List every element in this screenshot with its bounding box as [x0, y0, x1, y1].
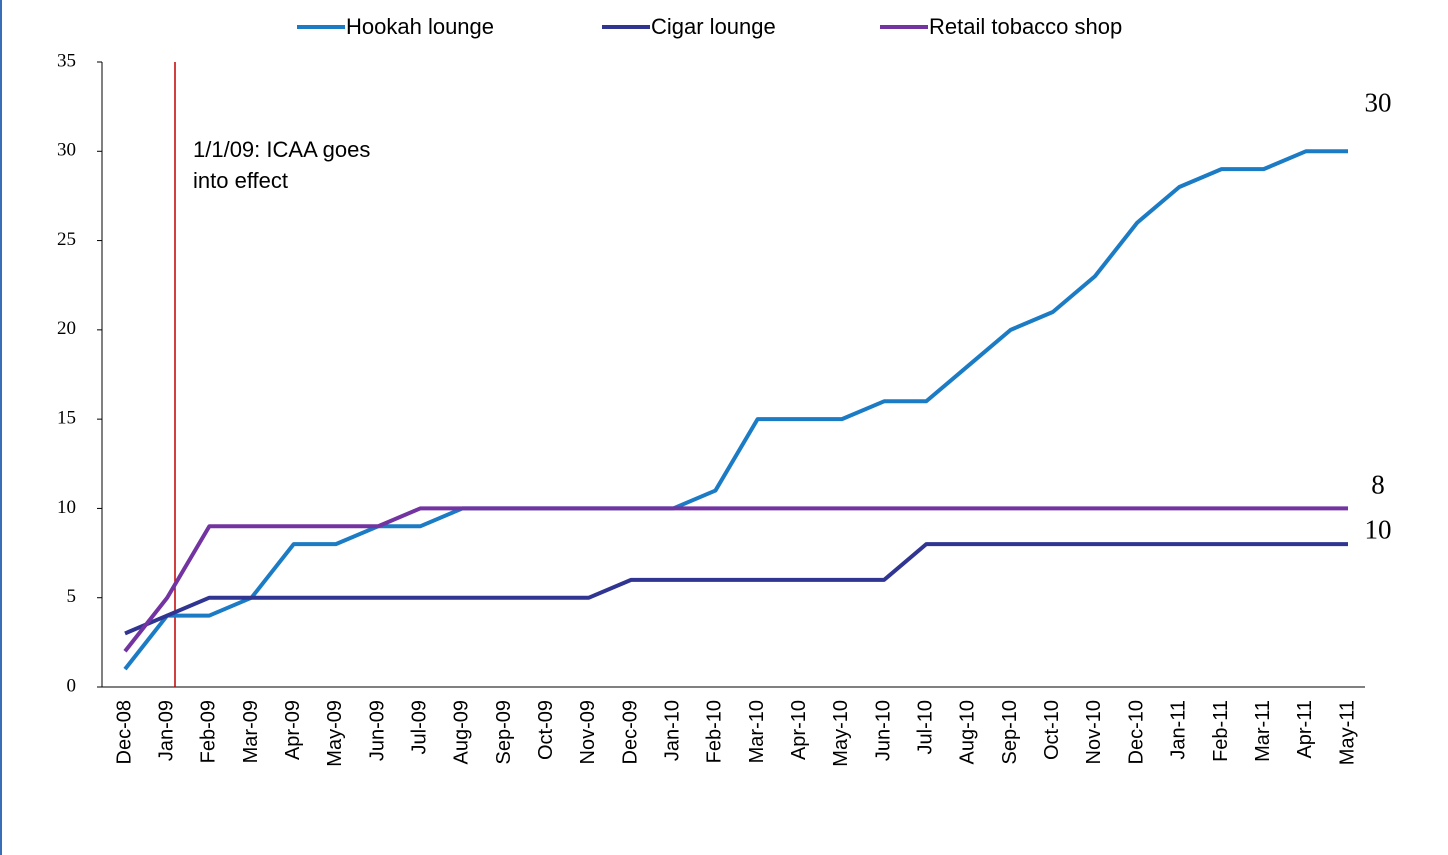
x-tick-label: Nov-10	[1083, 700, 1105, 764]
y-tick-label: 25	[57, 229, 76, 250]
legend-label: Hookah lounge	[346, 14, 494, 39]
y-tick-label: 20	[57, 318, 76, 339]
x-tick-label: Aug-09	[451, 700, 473, 765]
x-tick-label: Jun-10	[872, 700, 894, 761]
y-tick-label: 10	[57, 497, 76, 518]
x-tick-label: Jan-09	[155, 700, 177, 761]
x-tick-label: Sep-10	[999, 700, 1021, 765]
x-tick-label: Dec-08	[113, 700, 135, 764]
x-tick-label: Nov-09	[577, 700, 599, 764]
x-tick-label: May-10	[830, 700, 852, 767]
x-tick-label: Sep-09	[493, 700, 515, 765]
x-tick-label: Jun-09	[366, 700, 388, 761]
x-tick-label: Feb-10	[704, 700, 726, 763]
y-tick-label: 30	[57, 140, 76, 161]
x-tick-label: Dec-10	[1125, 700, 1147, 764]
series-line	[123, 506, 1348, 653]
x-tick-label: Mar-09	[240, 700, 262, 763]
x-tick-label: Dec-09	[619, 700, 641, 764]
x-tick-label: Apr-10	[788, 700, 810, 760]
x-tick-label: Mar-10	[746, 700, 768, 763]
x-tick-label: Feb-09	[198, 700, 220, 763]
x-tick-label: Jul-09	[408, 700, 430, 754]
x-tick-label: Feb-11	[1210, 700, 1232, 762]
x-tick-label: Mar-11	[1252, 700, 1274, 762]
y-tick-label: 35	[57, 50, 76, 71]
end-value-label: 8	[1371, 469, 1385, 499]
y-tick-label: 5	[67, 586, 77, 607]
x-tick-label: Apr-09	[282, 700, 304, 760]
x-tick-label: May-09	[324, 700, 346, 767]
x-tick-label: Oct-09	[535, 700, 557, 760]
x-tick-label: Oct-10	[1041, 700, 1063, 760]
series-line	[123, 149, 1348, 671]
y-tick-label: 15	[57, 408, 76, 429]
end-value-label: 30	[1365, 87, 1392, 117]
x-tick-label: Apr-11	[1294, 700, 1316, 759]
x-tick-label: Jul-10	[915, 700, 937, 754]
annotation: 1/1/09: ICAA goes into effect	[193, 137, 371, 193]
x-tick-label: Aug-10	[957, 700, 979, 765]
series-line	[124, 542, 1348, 636]
end-value-label: 10	[1365, 515, 1392, 545]
x-tick-label: Jan-11	[1168, 700, 1190, 760]
legend-label: Cigar lounge	[651, 14, 776, 39]
legend-label: Retail tobacco shop	[929, 14, 1122, 39]
x-tick-label: May-11	[1336, 700, 1358, 765]
annotation-box: 1/1/09: ICAA goes into effect	[193, 137, 371, 193]
x-tick-label: Jan-10	[662, 700, 684, 761]
y-tick-label: 0	[67, 675, 77, 696]
